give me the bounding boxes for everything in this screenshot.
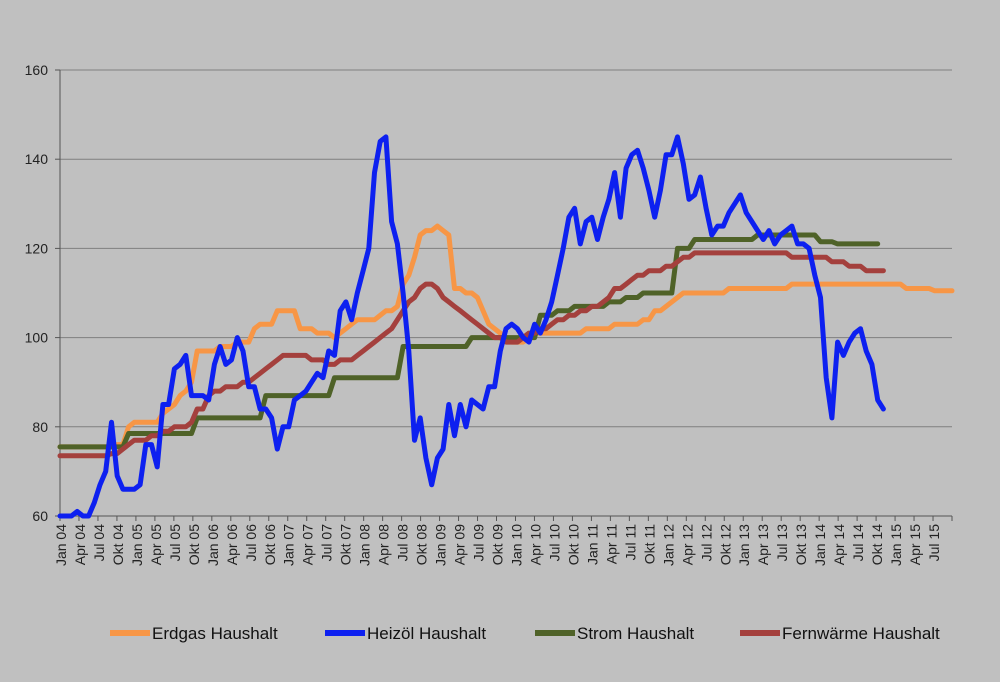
x-tick-label: Jul 14 [850, 524, 866, 562]
x-tick-label: Okt 06 [262, 524, 278, 565]
legend-item: Strom Haushalt [535, 624, 694, 643]
y-tick-labels: 60 80 100 120 140 160 [25, 62, 49, 524]
x-tick-label: Jan 09 [433, 524, 449, 566]
x-tick-label: Jul 11 [622, 524, 638, 561]
x-tick-label: Apr 15 [907, 524, 923, 565]
y-tick-label: 160 [25, 62, 49, 78]
x-tick-label: Jan 13 [736, 524, 752, 566]
x-tick-label: Jan 15 [888, 524, 904, 566]
legend-label: Erdgas Haushalt [152, 624, 278, 643]
legend-label: Fernwärme Haushalt [782, 624, 940, 643]
x-tick-labels: Jan 04 Apr 04 Jul 04 Okt 04 Jan 05 Apr 05 Jul … [53, 524, 942, 566]
x-tick-label: Okt 11 [641, 524, 657, 564]
x-tick-label: Jul 13 [774, 524, 790, 562]
x-tick-label: Jul 04 [91, 524, 107, 562]
x-tick-label: Apr 11 [603, 524, 619, 564]
x-tick-label: Jul 15 [926, 524, 942, 562]
x-tick-label: Jul 07 [319, 524, 335, 562]
y-tick-label: 80 [32, 419, 48, 435]
x-tick-label: Apr 07 [300, 524, 316, 565]
legend: Erdgas Haushalt Heizöl Haushalt Strom Haus… [110, 624, 940, 643]
x-tick-label: Apr 04 [72, 524, 88, 565]
series-lines [57, 134, 955, 519]
x-tick-label: Apr 14 [831, 524, 847, 565]
x-tick-label: Okt 10 [565, 524, 581, 565]
x-tick-label: Okt 14 [869, 524, 885, 565]
series-line-strom-haushalt [57, 232, 881, 450]
x-tick-label: Okt 13 [793, 524, 809, 565]
y-tick-label: 140 [25, 151, 49, 167]
x-tick-label: Apr 05 [148, 524, 164, 565]
x-tick-label: Jan 08 [357, 524, 373, 566]
legend-item: Fernwärme Haushalt [740, 624, 940, 643]
x-tick-label: Apr 13 [755, 524, 771, 565]
legend-label: Strom Haushalt [577, 624, 694, 643]
legend-label: Heizöl Haushalt [367, 624, 486, 643]
x-tick-label: Apr 10 [527, 524, 543, 565]
x-tick-label: Okt 08 [414, 524, 430, 565]
y-tick-label: 60 [32, 508, 48, 524]
x-tick-label: Jul 12 [698, 524, 714, 562]
legend-item: Heizöl Haushalt [325, 624, 486, 643]
x-tick-label: Okt 05 [186, 524, 202, 565]
x-tick-label: Okt 07 [338, 524, 354, 565]
legend-item: Erdgas Haushalt [110, 624, 278, 643]
x-tick-label: Jan 06 [205, 524, 221, 566]
x-tick-label: Jan 07 [281, 524, 297, 566]
x-tick-label: Apr 09 [452, 524, 468, 565]
x-tick-label: Jul 09 [471, 524, 487, 562]
x-tick-label: Okt 04 [110, 524, 126, 565]
gridlines [60, 69, 952, 428]
x-tick-label: Jan 10 [508, 524, 524, 566]
x-tick-label: Jul 06 [243, 524, 259, 562]
x-tick-label: Jul 05 [167, 524, 183, 562]
x-tick-label: Jul 10 [546, 524, 562, 562]
x-tick-label: Okt 09 [490, 524, 506, 565]
x-tick-label: Jan 12 [660, 524, 676, 566]
x-tick-label: Okt 12 [717, 524, 733, 565]
axes [55, 69, 953, 521]
x-tick-label: Jul 08 [395, 524, 411, 562]
x-tick-label: Jan 14 [812, 524, 828, 566]
y-tick-label: 120 [25, 240, 49, 256]
series-line-fernw-rme-haushalt [57, 250, 886, 459]
series-line-heiz-l-haushalt [57, 134, 886, 519]
y-tick-label: 100 [25, 330, 49, 346]
x-tick-label: Jan 11 [584, 524, 600, 565]
x-tick-label: Apr 06 [224, 524, 240, 565]
x-tick-label: Jan 05 [129, 524, 145, 566]
x-tick-label: Apr 12 [679, 524, 695, 565]
x-tick-label: Jan 04 [53, 524, 69, 566]
x-tick-label: Apr 08 [376, 524, 392, 565]
